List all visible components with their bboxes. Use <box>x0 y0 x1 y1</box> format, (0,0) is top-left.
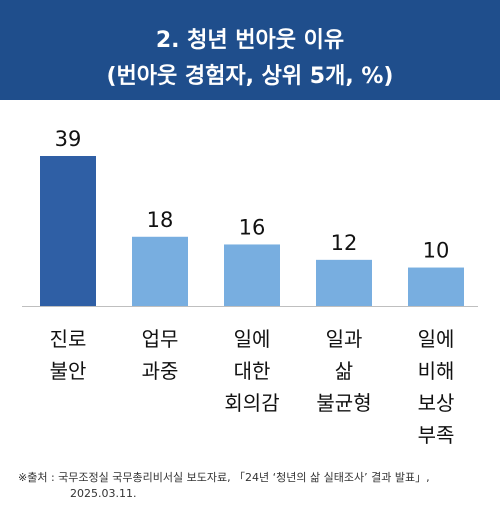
data-label-1: 18 <box>147 208 174 232</box>
chart-subtitle: (번아웃 경험자, 상위 5개, %) <box>106 64 394 89</box>
category-label-4: 일에 비해 보상 부족 <box>418 327 455 447</box>
bar-3 <box>316 259 372 306</box>
bar-0 <box>40 156 96 306</box>
chart-header: 2. 청년 번아웃 이유 (번아웃 경험자, 상위 5개, %) <box>0 0 500 100</box>
source-line-1: ※출처 : 국무조정실 국무총리비서실 보도자료, 「24년 ‘청년의 삶 실태… <box>18 471 430 484</box>
data-label-0: 39 <box>55 127 82 151</box>
data-label-4: 10 <box>423 239 450 263</box>
category-label-2: 일에 대한 회의감 <box>224 327 279 415</box>
source-footnote: ※출처 : 국무조정실 국무총리비서실 보도자료, 「24년 ‘청년의 삶 실태… <box>18 470 488 502</box>
bar-4 <box>408 267 464 306</box>
category-label-3: 일과 삶 불균형 <box>316 327 371 415</box>
category-label-1: 업무 과중 <box>142 327 179 383</box>
category-label-0: 진로 불안 <box>50 327 87 383</box>
data-label-3: 12 <box>331 231 358 255</box>
chart-title: 2. 청년 번아웃 이유 <box>155 28 345 53</box>
bar-1 <box>132 236 188 306</box>
bar-chart: 39 진로 불안 18 업무 과중 16 일에 대한 회의감 12 일과 삶 불균형 10 일에 비해 보상 부족 <box>22 127 478 447</box>
source-line-2: 2025.03.11. <box>70 487 137 500</box>
data-label-2: 16 <box>239 215 266 239</box>
bar-2 <box>224 244 280 306</box>
